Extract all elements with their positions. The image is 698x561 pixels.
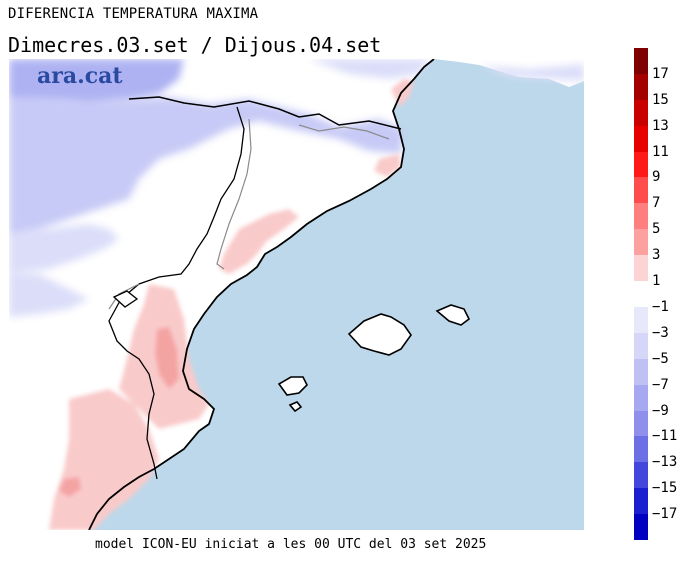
colorbar-swatch (634, 151, 648, 178)
formentera-island (288, 401, 303, 413)
colorbar-tick-label: 7 (652, 195, 661, 212)
colorbar-swatch (634, 48, 648, 75)
ara-cat-logo[interactable]: ara.cat (37, 63, 123, 89)
balearic-islands (277, 304, 471, 413)
colorbar-tick-label: −3 (652, 324, 669, 341)
colorbar-swatch (634, 177, 648, 204)
colorbar-swatch (634, 73, 648, 101)
colorbar-swatch (634, 203, 648, 230)
colorbar-swatch (634, 384, 648, 412)
menorca-island (435, 304, 471, 326)
colorbar-tick-label: 3 (652, 247, 661, 264)
colorbar-swatch (634, 99, 648, 127)
colorbar-tick-label: −11 (652, 428, 678, 445)
colorbar-tick-label: 17 (652, 65, 669, 82)
colorbar-tick-label: 11 (652, 143, 669, 160)
model-footer: model ICON-EU iniciat a les 00 UTC del 0… (95, 537, 487, 552)
colorbar-swatch (634, 436, 648, 463)
colorbar-tick-label: −5 (652, 350, 669, 367)
colorbar-swatch (634, 410, 648, 437)
colorbar-tick-label: 5 (652, 221, 661, 238)
colorbar-swatch (634, 229, 648, 256)
colorbar-tick-label: −1 (652, 298, 669, 315)
colorbar-swatch (634, 514, 648, 541)
colorbar-tick-label: −17 (652, 506, 678, 523)
colorbar-tick-label: 1 (652, 273, 661, 290)
colorbar-tick-label: 15 (652, 91, 669, 108)
colorbar-swatch (634, 255, 648, 282)
colorbar-tick-label: −13 (652, 454, 678, 471)
ibiza-island (277, 376, 308, 396)
colorbar-swatch (634, 358, 648, 386)
colorbar-tick-label: −7 (652, 376, 669, 393)
colorbar-tick-label: −9 (652, 402, 669, 419)
colorbar-swatch (634, 281, 648, 308)
coastline (88, 59, 435, 530)
mallorca-island (347, 313, 412, 356)
colorbar-tick-label: 9 (652, 169, 661, 186)
colorbar-swatch (634, 332, 648, 360)
colorbar-tick-label: 13 (652, 117, 669, 134)
warm-anomaly-region (49, 79, 414, 530)
colorbar-swatch (634, 306, 648, 334)
colorbar-swatch (634, 462, 648, 489)
colorbar-tick-label: −15 (652, 480, 678, 497)
cold-anomaly-region (9, 59, 584, 317)
france-border (128, 96, 402, 130)
map-title: DIFERENCIA TEMPERATURA MAXIMA (8, 6, 259, 22)
colorbar-swatch (634, 125, 648, 153)
enclave (112, 290, 139, 308)
temperature-map (9, 59, 584, 530)
colorbar-swatch (634, 488, 648, 515)
map-subtitle: Dimecres.03.set / Dijous.04.set (8, 33, 382, 57)
